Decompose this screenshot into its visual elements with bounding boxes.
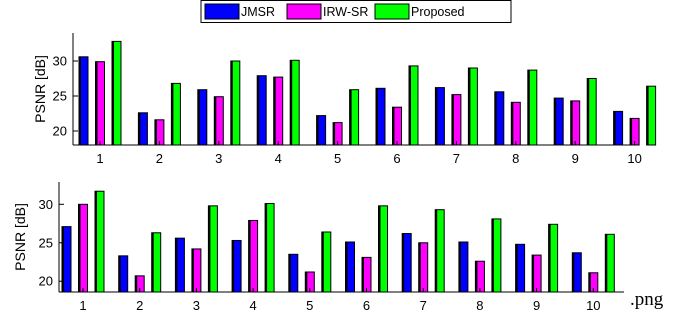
x-tick-label: 7 [453,151,460,166]
x-tick-label: 4 [275,151,282,166]
chart-bottom: PSNR [dB] 20 25 30 1 2 3 4 5 6 7 8 9 10 [12,182,624,313]
x-tick-label: 6 [393,151,400,166]
y-tick-label: 20 [39,274,53,289]
x-tick-label: 7 [420,298,427,313]
legend-swatch-jmsr [204,3,240,20]
legend-label-proposed: Proposed [411,5,465,19]
filename-suffix: .png [630,289,664,310]
x-tick-label: 3 [193,298,200,313]
x-tick-label: 1 [96,151,103,166]
y-tick-label: 30 [39,197,53,212]
legend-label-jmsr: JMSR [241,5,275,19]
y-tick-label: 30 [53,54,67,69]
x-tick-label: 2 [136,298,143,313]
y-axis-label: PSNR [dB] [12,203,28,271]
legend: JMSR IRW-SR Proposed [200,0,512,23]
x-tick-label: 10 [627,151,641,166]
y-ticks: 20 25 30 [39,197,64,289]
y-tick-label: 25 [39,235,53,250]
x-tick-label: 4 [249,298,256,313]
legend-label-irw-sr: IRW-SR [323,5,368,19]
y-axis-label: PSNR [dB] [32,55,48,123]
x-tick-label: 8 [476,298,483,313]
y-ticks: 20 25 30 [53,54,78,139]
x-tick-label: 8 [512,151,519,166]
x-tick-label: 1 [79,298,86,313]
x-ticks: 1 2 3 4 5 6 7 8 9 10 [96,141,642,166]
x-ticks: 1 2 3 4 5 6 7 8 9 10 [79,288,601,313]
x-tick-label: 5 [334,151,341,166]
legend-swatch-irw-sr [286,3,322,20]
x-tick-label: 9 [533,298,540,313]
bar-group [61,190,615,293]
x-tick-label: 9 [572,151,579,166]
bar-group [78,40,657,146]
x-tick-label: 5 [306,298,313,313]
x-tick-label: 2 [156,151,163,166]
chart-top: PSNR [dB] 20 25 30 1 2 3 4 5 6 7 8 9 10 [32,33,657,166]
x-tick-label: 3 [215,151,222,166]
x-tick-label: 10 [586,298,600,313]
legend-box [200,0,512,23]
x-tick-label: 6 [363,298,370,313]
y-tick-label: 20 [53,124,67,139]
y-tick-label: 25 [53,89,67,104]
legend-swatch-proposed [374,3,410,20]
